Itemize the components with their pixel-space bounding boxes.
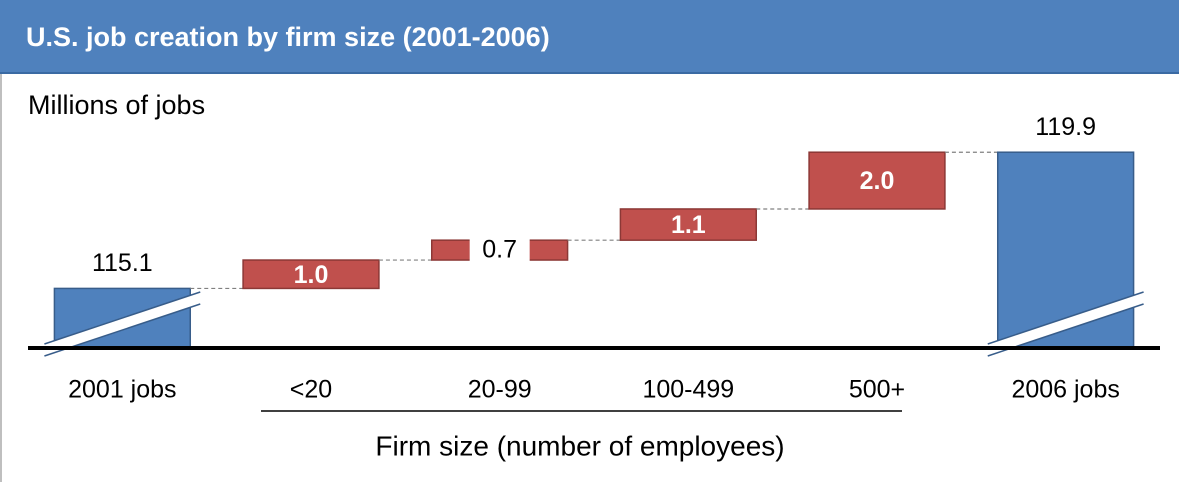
x-tick-label: 2001 jobs	[68, 376, 176, 404]
value-label: 1.0	[294, 261, 329, 289]
axis-break	[44, 292, 201, 356]
bar	[808, 151, 946, 210]
value-label: 1.1	[671, 211, 706, 239]
x-tick-label: 20-99	[468, 376, 532, 404]
x-tick-label: 2006 jobs	[1011, 376, 1119, 404]
value-label: 115.1	[92, 249, 153, 277]
x-tick-label: <20	[290, 376, 332, 404]
bar	[619, 208, 758, 241]
header-bar	[0, 0, 1179, 73]
value-label: 2.0	[860, 167, 895, 195]
x-axis-label: Firm size (number of employees)	[375, 430, 784, 461]
value-label: 0.7	[482, 236, 517, 264]
bar	[996, 151, 1135, 349]
x-tick-label: 500+	[849, 376, 905, 404]
chart-title: U.S. job creation by firm size (2001-200…	[26, 22, 550, 52]
bar	[242, 259, 380, 290]
axis-break-edge	[987, 291, 1144, 345]
axis-break	[987, 292, 1144, 356]
axis-break-edge	[44, 291, 201, 345]
value-label-bg	[469, 235, 530, 266]
value-label: 119.9	[1035, 113, 1096, 141]
x-tick-label: 100-499	[642, 376, 734, 404]
y-axis-label: Millions of jobs	[28, 90, 205, 120]
